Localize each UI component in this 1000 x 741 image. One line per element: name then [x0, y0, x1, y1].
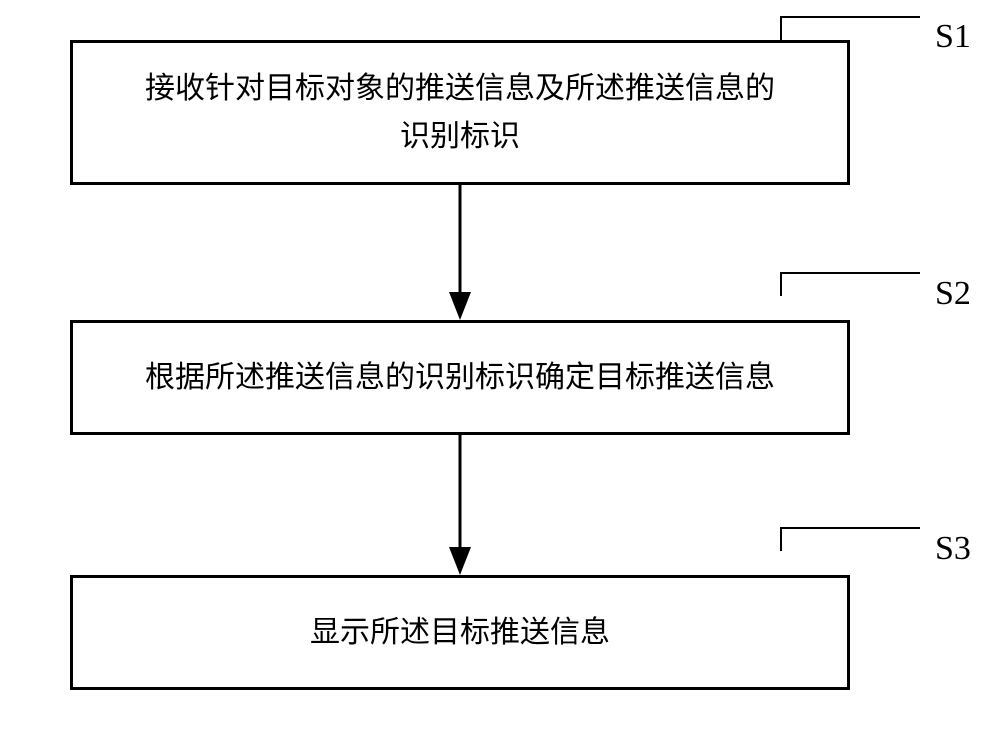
- step-callout-s2: [780, 272, 920, 296]
- flow-node-s2-text: 根据所述推送信息的识别标识确定目标推送信息: [145, 354, 775, 402]
- step-label-s2: S2: [935, 275, 971, 313]
- arrow-head-icon: [449, 292, 471, 320]
- flowchart-canvas: 接收针对目标对象的推送信息及所述推送信息的 识别标识 根据所述推送信息的识别标识…: [0, 0, 1000, 741]
- step-label-s1: S1: [935, 18, 971, 56]
- flow-node-s1-text: 接收针对目标对象的推送信息及所述推送信息的 识别标识: [145, 65, 775, 161]
- flow-arrow-s1-s2: [438, 185, 482, 320]
- flow-node-s2: 根据所述推送信息的识别标识确定目标推送信息: [70, 320, 850, 435]
- step-label-s3-text: S3: [935, 530, 971, 567]
- arrow-head-icon: [449, 547, 471, 575]
- step-label-s3: S3: [935, 530, 971, 568]
- flow-arrow-s2-s3: [438, 435, 482, 575]
- step-callout-s3: [780, 527, 920, 551]
- step-callout-s1: [780, 16, 920, 40]
- step-label-s2-text: S2: [935, 275, 971, 312]
- flow-node-s3: 显示所述目标推送信息: [70, 575, 850, 690]
- step-label-s1-text: S1: [935, 18, 971, 55]
- flow-node-s1: 接收针对目标对象的推送信息及所述推送信息的 识别标识: [70, 40, 850, 185]
- flow-node-s3-text: 显示所述目标推送信息: [310, 609, 610, 657]
